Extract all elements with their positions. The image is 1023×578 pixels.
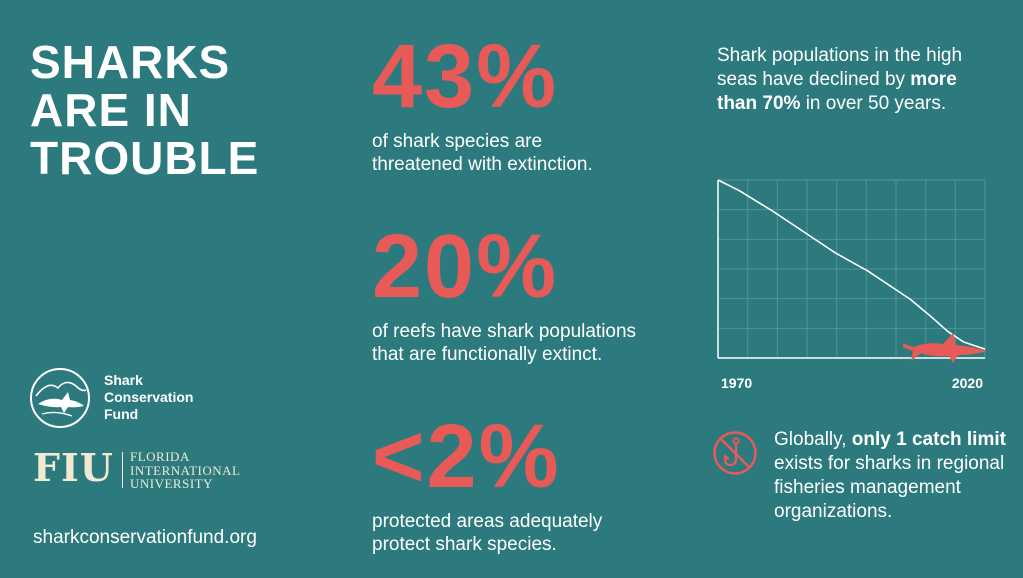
scf-wordmark: Shark Conservation Fund: [104, 372, 244, 423]
stat-block-protected-areas: <2% protected areas adequately protect s…: [372, 412, 692, 556]
stat-description-line: protected areas adequately: [372, 511, 603, 532]
chart-caption-highlight: more than 70%: [717, 69, 957, 114]
stat-block-reefs: 20% of reefs have shark populations that…: [372, 222, 692, 366]
chart-caption-text: Shark populations in the high seas have …: [717, 45, 963, 90]
chart-x-tick-label: 2020: [952, 375, 983, 391]
catch-limit-highlight: only 1 catch limit: [851, 429, 1006, 450]
fiu-name-line: FLORIDA: [130, 449, 190, 464]
stat-value: <2%: [372, 407, 561, 507]
fiu-wordmark: FLORIDA INTERNATIONAL UNIVERSITY: [130, 450, 240, 491]
catch-limit-text-end: exists for sharks in regional fisheries …: [774, 453, 1005, 522]
catch-limit-text-start: Globally,: [774, 429, 852, 450]
stat-description: of reefs have shark populations that are…: [372, 320, 692, 366]
catch-limit-text: Globally, only 1 catch limit exists for …: [774, 428, 1009, 524]
scf-name-line: Fund: [104, 406, 139, 422]
fiu-name-line: UNIVERSITY: [130, 476, 213, 491]
chart-caption: Shark populations in the high seas have …: [717, 44, 997, 116]
scf-name-line: Conservation: [104, 389, 194, 405]
shark-body: [903, 333, 987, 364]
fiu-divider: [122, 452, 123, 488]
chart-caption-text-end: in over 50 years.: [800, 93, 947, 114]
stat-description-line: of reefs have shark populations: [372, 321, 637, 342]
stat-description-line: that are functionally extinct.: [372, 344, 603, 365]
stat-description-line: threatened with extinction.: [372, 154, 593, 175]
chart-series-line: [717, 179, 986, 350]
stat-value: 43%: [372, 27, 559, 127]
stat-description-line: of shark species are: [372, 131, 543, 152]
scf-name-line: Shark: [104, 372, 143, 388]
stat-description: protected areas adequately protect shark…: [372, 510, 692, 556]
website-url: sharkconservationfund.org: [33, 527, 257, 548]
title-line-1: SHARKS: [30, 36, 231, 88]
infographic-title: SHARKS ARE IN TROUBLE: [30, 38, 259, 182]
title-line-3: TROUBLE: [30, 132, 260, 184]
stat-value: 20%: [372, 217, 559, 317]
chart-x-tick-label: 1970: [721, 375, 752, 391]
shark-silhouette-icon: [903, 333, 987, 364]
shark-conservation-fund-logo: Shark Conservation Fund: [28, 366, 193, 435]
stat-block-species: 43% of shark species are threatened with…: [372, 32, 692, 176]
shark-emblem-icon: [30, 368, 90, 428]
title-line-2: ARE IN: [30, 84, 192, 136]
fiu-name-line: INTERNATIONAL: [130, 462, 241, 478]
decline-line-chart: 1970 2020: [717, 179, 987, 391]
no-fishing-hook-icon: [713, 431, 757, 475]
stat-description-line: protect shark species.: [372, 534, 557, 555]
stat-description: of shark species are threatened with ext…: [372, 130, 692, 176]
fiu-mark: FIU: [33, 445, 114, 490]
